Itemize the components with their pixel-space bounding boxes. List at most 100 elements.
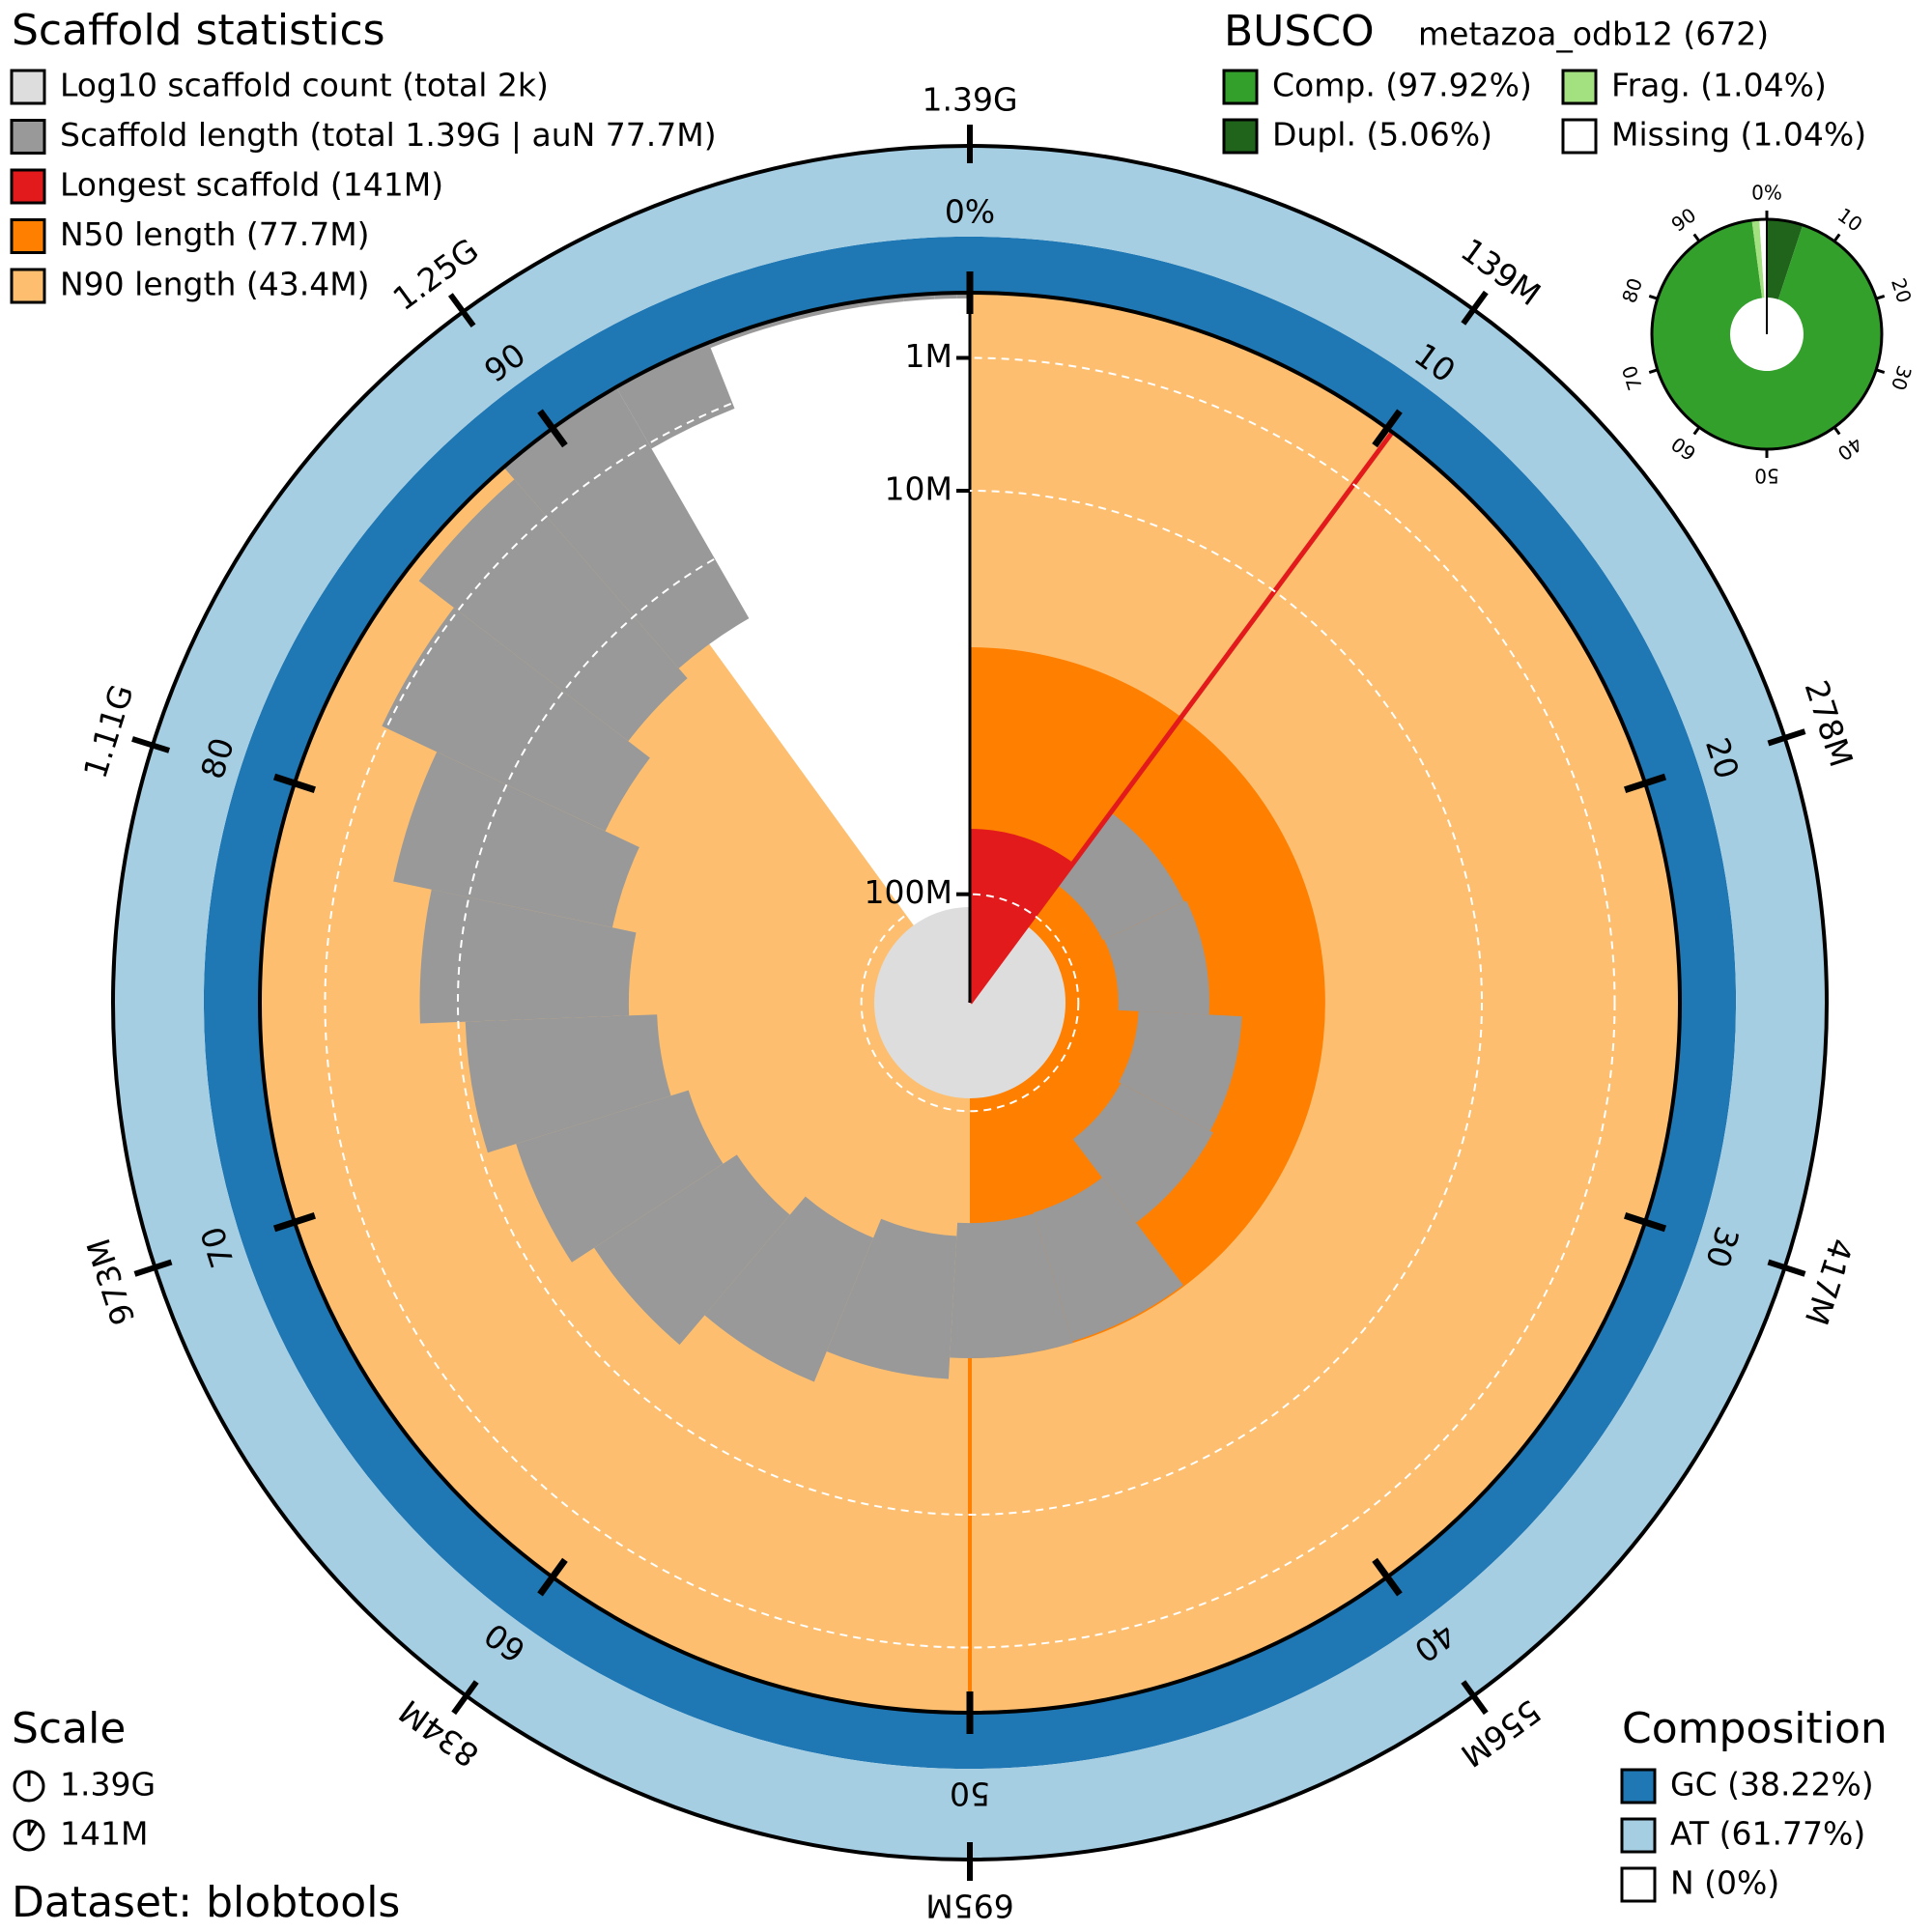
busco-missing <box>1759 219 1767 298</box>
legend-label: N (0%) <box>1670 1864 1779 1902</box>
percent-tick <box>1372 409 1403 448</box>
percent-tick-label: 50 <box>950 1776 990 1813</box>
dataset-label: Dataset: blobtools <box>12 1878 400 1927</box>
busco-tick <box>1648 295 1659 300</box>
scale-label: 1.39G <box>60 1766 156 1804</box>
scale-icons <box>13 1770 45 1852</box>
legend-label: N90 length (43.4M) <box>60 266 370 303</box>
busco-tick <box>1833 426 1841 436</box>
scaffold-length <box>503 386 750 668</box>
legend-swatch <box>10 119 46 155</box>
percent-tick <box>537 409 568 448</box>
outer-tick-label: 417M <box>1798 1234 1861 1329</box>
busco-tick-label: 20 <box>1887 275 1917 306</box>
scaffold-length <box>1072 1083 1213 1223</box>
busco-tick-label: 0% <box>1751 182 1782 205</box>
outer-tick <box>133 1259 173 1277</box>
outer-tick-label: 834M <box>392 1692 486 1775</box>
outer-tick-label: 1.39G <box>922 81 1017 119</box>
outer-tick <box>1461 1680 1489 1716</box>
outer-tick-label: 1.11G <box>76 680 141 782</box>
percent-tick <box>1624 773 1667 793</box>
legend-label: Frag. (1.04%) <box>1611 67 1827 104</box>
outer-tick <box>447 293 476 328</box>
composition-title: Composition <box>1622 1704 1888 1753</box>
busco-fragmented <box>1751 219 1765 298</box>
scaffold-length <box>418 479 688 742</box>
outer-tick <box>1767 1259 1806 1277</box>
percent-tick <box>1624 1212 1667 1233</box>
percent-tick <box>272 773 316 793</box>
legend-label: N50 length (77.7M) <box>60 215 370 253</box>
scaffold-length <box>465 1014 671 1153</box>
radial-tick-label: 1M <box>905 337 952 375</box>
outer-tick <box>1767 728 1806 747</box>
scaffold-length <box>393 752 639 928</box>
busco-tick-label: 50 <box>1754 465 1778 488</box>
scale-title: Scale <box>12 1704 126 1753</box>
busco-tick <box>1833 233 1841 242</box>
legend-swatch <box>1561 118 1598 155</box>
outer-tick <box>451 1680 479 1716</box>
legend-title: Scaffold statistics <box>12 6 385 55</box>
radial-tick-label: 10M <box>885 469 952 507</box>
busco-tick-label: 70 <box>1617 362 1647 393</box>
scaffold-length <box>419 889 637 1024</box>
scaffold-length <box>516 1090 724 1263</box>
legend-label: Comp. (97.92%) <box>1272 67 1532 104</box>
legend-swatch <box>10 168 46 205</box>
scaffold-length <box>1104 900 1209 1015</box>
legend-label: Log10 scaffold count (total 2k) <box>60 67 549 104</box>
busco-complete <box>1652 220 1883 449</box>
legend-label: GC (38.22%) <box>1670 1766 1874 1804</box>
radial-grid <box>860 893 1080 1113</box>
legend-swatch <box>10 69 46 105</box>
outer-tick-label: 139M <box>1454 231 1548 313</box>
scaffold-length <box>382 608 650 832</box>
outer-tick-label: 973M <box>79 1234 142 1329</box>
outer-tick <box>131 736 171 753</box>
busco-tick-label: 10 <box>1833 203 1867 236</box>
longest-wedge <box>970 829 1074 1003</box>
longest-line <box>967 430 1395 1005</box>
scaffold-length <box>1034 1178 1183 1342</box>
scaffold-length <box>950 1213 1074 1358</box>
busco-tick-label: 40 <box>1833 432 1867 465</box>
legend-label: Missing (1.04%) <box>1611 116 1866 154</box>
scaffold-length <box>826 1218 957 1379</box>
outer-tick-label: 695M <box>925 1888 1013 1925</box>
busco-duplicated <box>1767 219 1804 299</box>
outer-tick-label: 556M <box>1454 1692 1548 1775</box>
busco-tick <box>1692 426 1701 436</box>
percent-tick <box>1372 1557 1403 1597</box>
legend-swatch <box>1222 118 1259 155</box>
legend-label: AT (61.77%) <box>1670 1815 1865 1853</box>
legend-label: Scaffold length (total 1.39G | auN 77.7M… <box>60 116 717 154</box>
legend-label: Longest scaffold (141M) <box>60 166 443 204</box>
busco-title: BUSCO <box>1224 7 1375 56</box>
legend-swatch <box>1620 1768 1657 1804</box>
busco-tick <box>1875 368 1886 374</box>
busco-lineage: metazoa_odb12 (672) <box>1418 15 1769 53</box>
scale-label: 141M <box>60 1815 148 1853</box>
legend-swatch <box>1620 1866 1657 1903</box>
legend-swatch <box>10 268 46 304</box>
busco-tick-label: 80 <box>1617 275 1647 306</box>
at-ring <box>113 146 1827 1860</box>
scaffold-length <box>1119 1010 1242 1131</box>
radial-grid <box>324 356 1616 1649</box>
legend-swatch <box>1561 69 1598 105</box>
scaffold-length <box>793 301 860 321</box>
outer-tick <box>1461 290 1489 326</box>
legend-label: Dupl. (5.06%) <box>1272 116 1492 154</box>
busco-tick-label: 60 <box>1667 432 1701 465</box>
percent-tick <box>272 1212 316 1233</box>
scaffold-length <box>594 1154 790 1346</box>
gc-ring <box>203 236 1737 1770</box>
busco-tick-label: 30 <box>1887 362 1917 393</box>
radial-tick-label: 100M <box>865 873 952 911</box>
legend-swatch <box>10 218 46 254</box>
outer-tick-label: 278M <box>1798 676 1861 772</box>
busco-tick <box>1875 295 1886 300</box>
